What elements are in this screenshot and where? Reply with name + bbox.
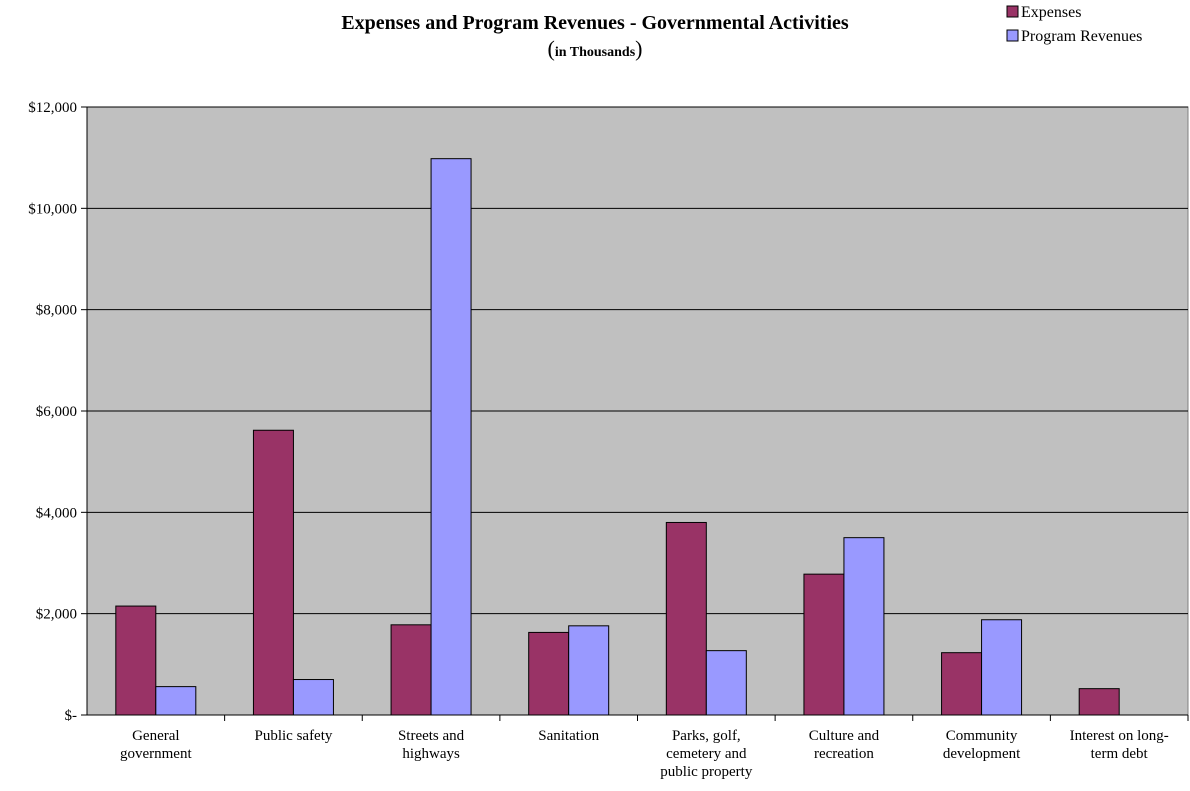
bar-expenses: [115, 605, 157, 716]
y-tick-label: $12,000: [28, 100, 77, 116]
y-tick-label: $-: [65, 708, 78, 724]
y-tick-label: $8,000: [36, 303, 77, 319]
bar-program-revenues: [292, 679, 334, 716]
chart-subtitle-group: (in Thousands): [548, 36, 643, 61]
bar-expenses: [528, 631, 570, 716]
y-tick-label: $2,000: [36, 607, 77, 623]
bars: [115, 158, 1120, 716]
x-category-label: General government: [120, 728, 192, 762]
x-category-labels: General government Public safety Streets an…: [120, 728, 1169, 780]
legend: Expenses Program Revenues: [1006, 4, 1142, 45]
bar-expenses: [665, 521, 707, 716]
x-category-label: Interest on long-term debt: [1070, 728, 1169, 762]
x-category-label: Culture and recreation: [809, 728, 880, 762]
x-category-label: Sanitation: [538, 728, 599, 744]
y-tick-labels: $- $2,000 $4,000 $6,000 $8,000 $10,000 $12,000: [28, 100, 77, 724]
bar-expenses: [390, 624, 432, 716]
bar-program-revenues: [568, 625, 610, 716]
y-tick-label: $10,000: [28, 201, 77, 217]
bar-expenses: [941, 652, 983, 716]
legend-swatch-program-revenues: [1006, 29, 1019, 42]
legend-swatch-expenses: [1006, 5, 1019, 18]
chart-title: Expenses and Program Revenues - Governme…: [341, 12, 849, 34]
bar-expenses: [803, 573, 845, 716]
bar-program-revenues: [705, 650, 747, 716]
axes: [81, 106, 1189, 721]
bar-program-revenues: [430, 158, 472, 716]
x-category-label: Streets and highways: [398, 728, 465, 762]
y-tick-label: $4,000: [36, 505, 77, 521]
x-category-label: Parks, golf, cemetery and public property: [660, 728, 753, 780]
x-category-label: Community development: [943, 728, 1021, 762]
bar-expenses: [252, 429, 294, 716]
bar-program-revenues: [843, 537, 885, 716]
legend-label-program-revenues: Program Revenues: [1021, 28, 1142, 45]
x-category-label: Public safety: [254, 728, 332, 744]
chart-subtitle: in Thousands: [555, 45, 636, 60]
bar-expenses: [1078, 688, 1120, 716]
legend-label-expenses: Expenses: [1021, 4, 1081, 21]
bar-program-revenues: [155, 686, 197, 716]
bar-program-revenues: [981, 619, 1023, 716]
y-tick-label: $6,000: [36, 404, 77, 420]
